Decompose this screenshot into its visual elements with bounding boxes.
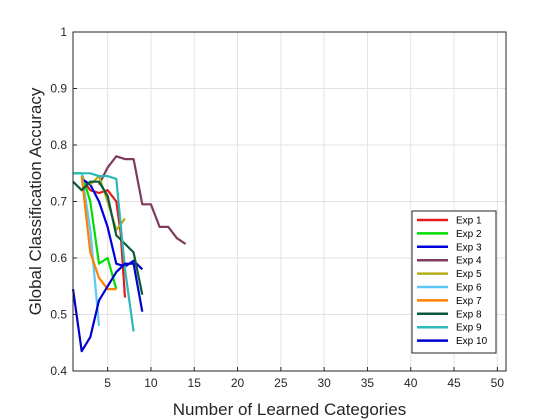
legend-label: Exp 2	[456, 229, 482, 240]
y-tick-label: 0.9	[50, 82, 67, 96]
series-line-exp-3	[81, 177, 144, 271]
x-tick-label: 20	[231, 376, 245, 390]
x-tick-label: 40	[404, 376, 418, 390]
legend-label: Exp 10	[456, 336, 488, 347]
y-tick-label: 0.5	[50, 308, 67, 322]
legend-label: Exp 5	[456, 269, 482, 280]
legend-label: Exp 8	[456, 309, 482, 320]
x-tick-label: 30	[317, 376, 331, 390]
legend-label: Exp 6	[456, 283, 482, 294]
y-tick-label: 0.4	[50, 364, 67, 378]
legend: Exp 1 Exp 2 Exp 3 Exp 4 Exp 5 Exp 6 Exp 7 Exp 8…	[411, 210, 497, 354]
x-tick-label: 15	[188, 376, 202, 390]
series-line-exp-7	[80, 175, 117, 291]
series-line-exp-4	[98, 155, 187, 245]
x-tick-label: 35	[361, 376, 375, 390]
x-tick-label: 25	[274, 376, 288, 390]
x-axis-title: Number of Learned Categories	[173, 400, 406, 419]
y-tick-label: 1	[60, 25, 67, 39]
legend-box	[411, 210, 497, 354]
x-tick-label: 50	[491, 376, 505, 390]
y-tick-label: 0.6	[50, 251, 67, 265]
axes	[72, 31, 507, 372]
y-axis-title: Global Classification Accuracy	[26, 87, 45, 315]
x-tick-label: 5	[104, 376, 111, 390]
legend-label: Exp 3	[456, 242, 482, 253]
series-line-exp-9	[73, 172, 135, 332]
legend-label: Exp 9	[456, 323, 482, 334]
legend-label: Exp 4	[456, 256, 482, 267]
series-lines	[71, 155, 187, 353]
x-tick-label: 10	[144, 376, 158, 390]
series-line-exp-10	[71, 262, 144, 353]
tick-labels: 5 10 15 20 25 30 35 40 45 50 0.4 0.5 0.6 0.7 0.8 0.9 1	[50, 25, 504, 390]
plot-border	[72, 31, 507, 372]
legend-label: Exp 1	[456, 216, 482, 227]
legend-label: Exp 7	[456, 296, 482, 307]
series-line-exp-5	[89, 175, 126, 231]
x-tick-label: 45	[447, 376, 461, 390]
y-tick-label: 0.8	[50, 138, 67, 152]
series-line-exp-8	[72, 180, 144, 295]
y-tick-label: 0.7	[50, 195, 67, 209]
